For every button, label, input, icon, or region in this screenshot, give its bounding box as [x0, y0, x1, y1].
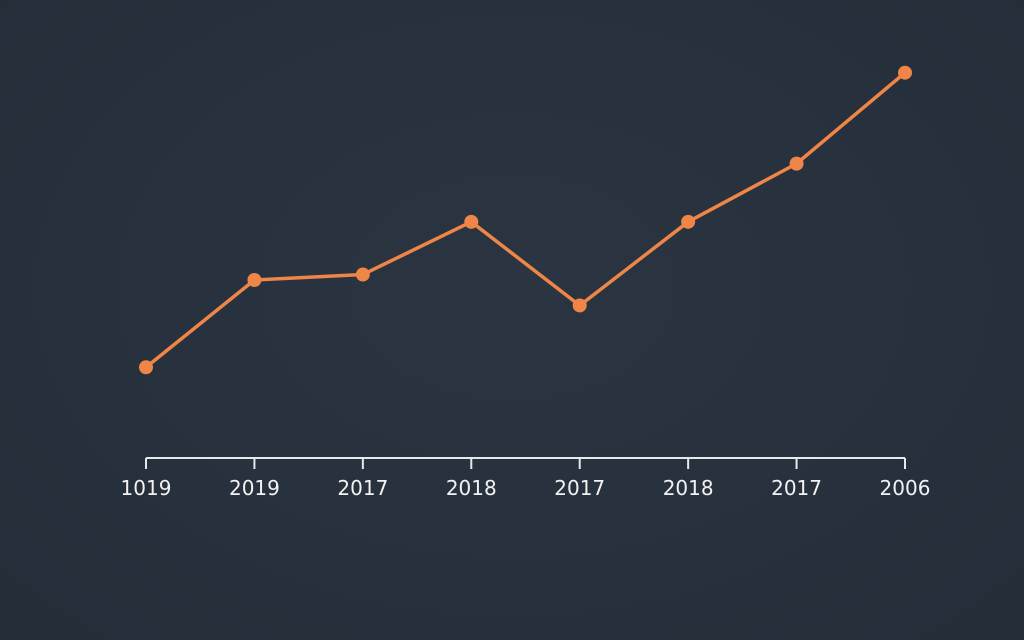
data-point — [247, 273, 262, 287]
data-point — [681, 214, 696, 229]
x-tick-label: 2017 — [554, 476, 605, 500]
x-tick-label: 2017 — [771, 476, 822, 500]
x-tick-label: 1019 — [121, 476, 172, 500]
x-tick-label: 2017 — [337, 476, 388, 500]
data-point — [789, 156, 804, 171]
series-line — [144, 70, 907, 370]
data-point — [464, 214, 479, 229]
data-point — [355, 267, 370, 282]
data-point — [572, 298, 587, 313]
x-tick-label: 2018 — [446, 476, 497, 500]
x-tick-label: 2018 — [663, 476, 714, 500]
x-tick-label: 2019 — [229, 476, 280, 500]
data-point — [139, 360, 153, 375]
x-tick-label: 2006 — [880, 476, 931, 500]
data-point — [898, 65, 912, 80]
x-tick-labels: 1019 2019 2017 2018 2017 2018 2017 2006 — [121, 476, 931, 500]
x-axis — [145, 457, 906, 469]
series-layer — [139, 65, 912, 375]
